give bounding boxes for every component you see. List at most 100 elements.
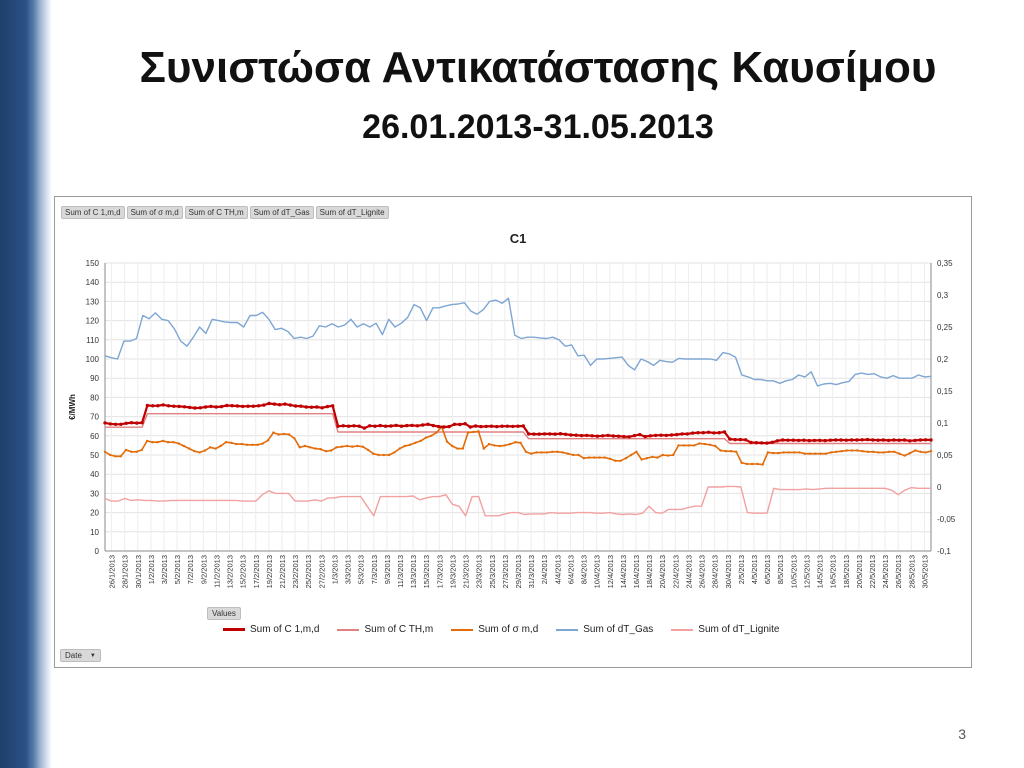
- x-tick-label: 12/5/2013: [802, 555, 811, 588]
- legend-swatch: [337, 628, 360, 631]
- series-line-4: [104, 485, 931, 517]
- data-point: [516, 424, 520, 428]
- data-point: [161, 403, 165, 407]
- field-button-sigma[interactable]: Sum of σ m,d: [126, 206, 183, 219]
- data-point: [744, 438, 748, 442]
- date-filter-label: Date: [65, 651, 82, 660]
- data-point: [177, 404, 181, 409]
- data-point: [691, 431, 695, 435]
- data-point: [729, 450, 733, 453]
- x-tick-label: 16/5/2013: [829, 555, 838, 588]
- x-tick-label: 29/3/2013: [514, 555, 523, 588]
- data-point: [103, 450, 107, 453]
- data-point: [545, 451, 549, 454]
- data-point: [777, 451, 780, 455]
- data-point: [756, 462, 759, 466]
- x-tick-label: 30/1/2013: [134, 555, 143, 588]
- data-point: [585, 433, 589, 438]
- data-point: [214, 405, 218, 409]
- data-point: [309, 446, 312, 449]
- data-point: [387, 453, 391, 457]
- x-tick-label: 5/3/2013: [357, 555, 366, 584]
- data-point: [844, 438, 848, 442]
- data-point: [140, 421, 144, 425]
- x-tick-label: 18/4/2013: [645, 555, 654, 588]
- data-point: [357, 424, 361, 428]
- data-point: [770, 440, 774, 444]
- data-point: [619, 459, 622, 462]
- date-filter-button[interactable]: Date ▼: [60, 649, 101, 662]
- values-field-button[interactable]: Values: [207, 607, 241, 620]
- data-point: [366, 448, 370, 452]
- x-tick-label: 1/3/2013: [330, 555, 339, 584]
- data-point: [426, 422, 430, 426]
- data-point: [606, 433, 610, 438]
- data-point: [643, 434, 647, 439]
- data-point: [793, 451, 796, 454]
- y2-tick-label: 0,15: [937, 387, 953, 396]
- x-tick-label: 14/5/2013: [816, 555, 825, 588]
- data-point: [698, 442, 701, 445]
- data-point: [693, 444, 696, 447]
- x-tick-label: 20/5/2013: [855, 555, 864, 588]
- legend-label: Sum of C 1,m,d: [250, 624, 320, 635]
- legend-item-cth: Sum of C TH,m: [337, 624, 433, 635]
- x-tick-label: 19/2/2013: [265, 555, 274, 588]
- data-point: [871, 450, 875, 453]
- data-point: [675, 432, 679, 437]
- x-tick-label: 17/3/2013: [435, 555, 444, 588]
- data-point: [722, 430, 727, 434]
- data-point: [717, 431, 721, 435]
- data-point: [656, 456, 659, 459]
- data-point: [482, 447, 485, 450]
- data-point: [850, 449, 854, 452]
- data-point: [542, 432, 547, 436]
- data-point: [282, 432, 286, 436]
- data-point: [877, 451, 880, 454]
- data-point: [245, 443, 249, 446]
- data-point: [151, 441, 154, 444]
- dropdown-arrow-icon: ▼: [89, 652, 96, 659]
- y2-tick-label: 0,2: [937, 355, 949, 364]
- data-point: [564, 432, 568, 436]
- data-point: [855, 438, 859, 442]
- data-point: [648, 434, 653, 438]
- data-point: [445, 440, 449, 443]
- data-point: [659, 433, 663, 437]
- field-button-cth[interactable]: Sum of C TH,m: [184, 206, 248, 219]
- slide-subtitle: 26.01.2013-31.05.2013: [362, 108, 714, 146]
- data-point: [182, 444, 186, 448]
- x-tick-label: 6/4/2013: [566, 555, 575, 584]
- data-point: [447, 424, 451, 429]
- data-point: [177, 442, 180, 445]
- data-point: [287, 433, 291, 436]
- x-tick-label: 4/4/2013: [553, 555, 562, 584]
- y2-tick-label: 0,25: [937, 323, 953, 332]
- y-tick-label: 150: [86, 259, 100, 268]
- y-tick-label: 60: [90, 432, 99, 441]
- field-button-c1[interactable]: Sum of C 1,m,d: [61, 206, 125, 219]
- y-tick-label: 30: [90, 489, 99, 498]
- data-point: [230, 404, 234, 408]
- y-tick-label: 80: [90, 393, 99, 402]
- data-point: [235, 442, 238, 446]
- line-chart: C1 0 10 20 30 40 50 60 70 80 90 100 110 120 130 140 150 -…: [68, 231, 956, 588]
- data-point: [198, 451, 201, 454]
- x-tick-label: 3/3/2013: [344, 555, 353, 584]
- x-tick-label: 17/2/2013: [252, 555, 261, 588]
- data-point: [203, 449, 207, 452]
- data-point: [219, 404, 224, 409]
- data-point: [262, 403, 266, 407]
- data-point: [373, 424, 377, 428]
- data-point: [666, 454, 670, 457]
- data-point: [724, 450, 727, 453]
- field-button-dt-gas[interactable]: Sum of dT_Gas: [249, 206, 314, 219]
- field-button-dt-lignite[interactable]: Sum of dT_Lignite: [315, 206, 389, 219]
- data-point: [503, 444, 506, 447]
- data-point: [750, 462, 754, 466]
- data-point: [188, 447, 191, 450]
- series-line-1: [105, 413, 931, 445]
- data-point: [627, 435, 631, 439]
- x-tick-label: 11/3/2013: [396, 555, 405, 588]
- data-point: [113, 422, 118, 426]
